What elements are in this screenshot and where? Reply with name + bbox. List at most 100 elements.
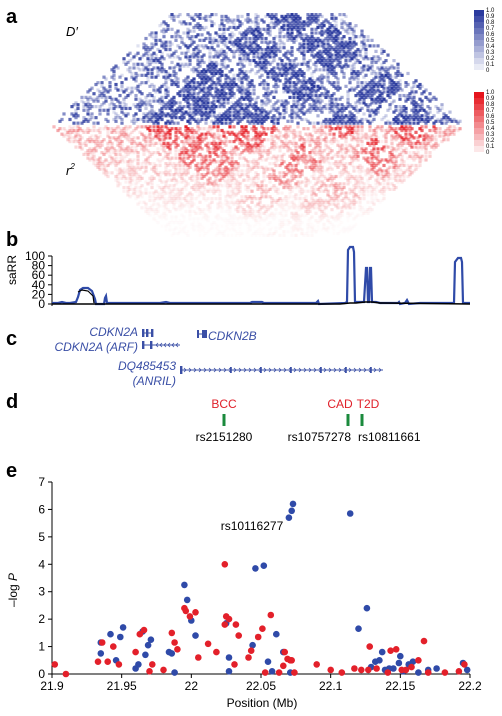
ld-cell-r2-1749 (228, 184, 232, 188)
ld-cell-r2-4430 (360, 125, 364, 129)
ld-cell-dprime-2356 (288, 36, 292, 41)
ld-cell-dprime-2477 (270, 60, 274, 65)
ld-cell-r2-189 (98, 156, 102, 160)
ld-cell-dprime-4470 (400, 88, 404, 92)
ld-cell-dprime-1190 (220, 40, 224, 44)
ld-cell-r2-1540 (238, 204, 242, 208)
ld-cell-dprime-4180 (336, 117, 340, 122)
ld-cell-dprime-2741 (302, 46, 306, 50)
ld-cell-dprime-3975 (370, 64, 374, 68)
ld-cell-dprime-1079 (222, 31, 226, 35)
ld-cell-r2-4363 (402, 174, 406, 179)
ld-cell-r2-4012 (368, 176, 372, 180)
ld-cell-r2-3481 (312, 165, 316, 169)
ld-cell-dprime-4491 (398, 93, 402, 98)
ld-cell-dprime-4496 (414, 79, 418, 83)
ld-cell-r2-2474 (262, 178, 266, 182)
ld-cell-dprime-3898 (360, 66, 364, 70)
ld-cell-r2-2468 (248, 165, 252, 169)
ld-cell-dprime-1649 (188, 95, 192, 99)
ld-cell-dprime-3064 (290, 75, 294, 79)
ld-cell-dprime-2104 (236, 73, 240, 77)
ld-cell-dprime-2747 (310, 38, 314, 42)
ld-cell-dprime-2633 (226, 112, 230, 116)
ld-cell-dprime-2850 (256, 95, 260, 99)
ld-cell-dprime-2172 (236, 77, 240, 81)
ld-cell-dprime-991 (158, 86, 162, 90)
ld-cell-r2-4263 (350, 134, 354, 138)
ld-cell-dprime-86 (122, 60, 126, 65)
ld-cell-r2-709 (128, 151, 132, 155)
ld-cell-dprime-1668 (216, 70, 220, 74)
ld-cell-r2-3051 (268, 151, 272, 155)
ld-cell-dprime-3066 (292, 73, 296, 77)
sarr-secondary-curve (77, 289, 95, 304)
ld-cell-r2-3612 (324, 169, 328, 173)
ld-cell-dprime-583 (92, 121, 96, 125)
ld-cell-r2-4454 (406, 167, 410, 171)
ld-cell-dprime-3442 (338, 53, 342, 57)
ld-cell-dprime-2102 (232, 77, 236, 81)
ld-cell-r2-3254 (318, 185, 322, 190)
ld-cell-dprime-2487 (292, 40, 296, 44)
ld-cell-r2-1037 (126, 127, 130, 131)
ld-cell-r2-2771 (238, 138, 242, 142)
ld-cell-dprime-2907 (244, 110, 248, 114)
ld-cell-r2-941 (176, 180, 180, 184)
ld-cell-r2-2164 (226, 160, 230, 164)
ld-cell-r2-3799 (334, 163, 338, 168)
ld-cell-r2-2580 (240, 151, 244, 155)
ld-cell-r2-3079 (312, 191, 316, 195)
ld-cell-dprime-400 (194, 13, 198, 17)
ld-cell-dprime-2463 (240, 88, 244, 92)
ld-cell-dprime-3852 (350, 71, 354, 76)
ld-cell-dprime-2475 (264, 66, 268, 70)
ld-cell-r2-1321 (248, 225, 251, 228)
ld-cell-dprime-4703 (424, 110, 428, 114)
ld-cell-r2-4721 (430, 138, 434, 142)
ld-cell-dprime-2891 (328, 29, 332, 33)
ld-cell-r2-1818 (236, 187, 240, 191)
ld-cell-dprime-3204 (328, 47, 332, 52)
ld-cell-dprime-4199 (370, 86, 374, 90)
ld-cell-r2-759 (130, 149, 134, 153)
ld-cell-dprime-4518 (384, 114, 388, 118)
ld-cell-dprime-957 (208, 36, 212, 41)
ld-cell-dprime-4610 (404, 110, 408, 114)
ld-cell-dprime-2581 (244, 92, 248, 96)
ld-cell-dprime-3573 (346, 53, 350, 57)
ld-cell-r2-3151 (338, 211, 342, 215)
ld-cell-dprime-4343 (370, 101, 374, 105)
ld-cell-r2-2980 (250, 138, 254, 142)
ld-cell-r2-4281 (378, 160, 382, 164)
ld-cell-dprime-4782 (450, 119, 454, 123)
ld-cell-dprime-215 (166, 27, 170, 31)
ld-cell-r2-834 (178, 189, 182, 193)
ld-cell-dprime-2689 (326, 20, 330, 24)
ld-cell-dprime-2132 (294, 20, 298, 24)
ld-cell-dprime-2785 (262, 86, 266, 90)
ld-cell-r2-1344 (164, 143, 168, 147)
ld-cell-r2-4468 (390, 149, 394, 153)
ld-cell-r2-4046 (366, 171, 370, 175)
ld-cell-r2-610 (160, 187, 164, 191)
ld-cell-dprime-3014 (320, 44, 324, 48)
ld-cell-dprime-2947 (314, 46, 318, 50)
ld-cell-dprime-1745 (224, 66, 228, 70)
ld-cell-dprime-1308 (218, 49, 222, 53)
ld-cell-r2-405 (84, 128, 88, 133)
ld-cell-dprime-377 (150, 53, 154, 57)
ld-cell-r2-278 (164, 214, 167, 217)
ld-cell-r2-3836 (318, 145, 322, 149)
ld-cell-r2-107 (66, 130, 70, 134)
ld-cell-dprime-4308 (360, 106, 364, 111)
ld-cell-dprime-1311 (224, 44, 228, 48)
ld-cell-r2-3531 (288, 139, 292, 144)
ld-cell-dprime-4550 (406, 97, 410, 101)
ld-cell-dprime-3132 (300, 70, 304, 74)
ld-cell-r2-2304 (198, 127, 202, 131)
ld-cell-dprime-3336 (264, 117, 268, 122)
ld-cell-r2-4042 (358, 163, 362, 168)
ld-cell-dprime-3287 (272, 106, 276, 111)
ld-cell-dprime-3708 (328, 81, 332, 85)
